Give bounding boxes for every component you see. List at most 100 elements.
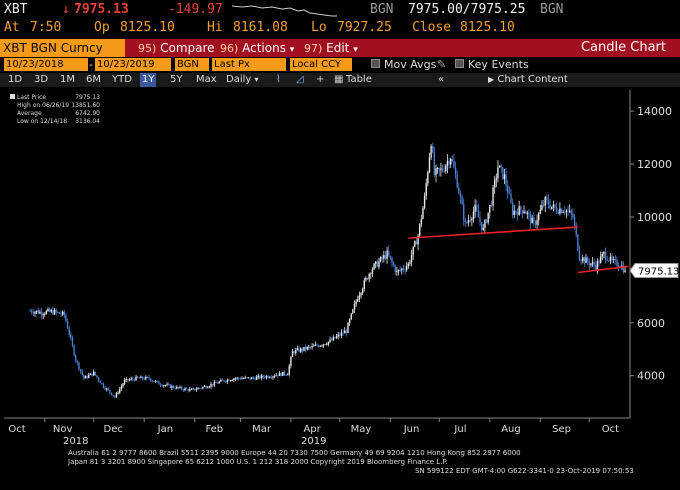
candle-body (236, 377, 238, 379)
candle-body (552, 204, 555, 207)
candle-body (169, 384, 171, 388)
legend-low-value: 3136.04 (75, 118, 100, 125)
area-chart-icon[interactable]: ◿ (296, 74, 304, 85)
candle-body (48, 309, 51, 312)
candle-body (370, 273, 372, 275)
low-value: 7927.25 (337, 20, 392, 35)
candle-body (567, 210, 569, 212)
candle-body (114, 395, 116, 398)
x-tick-label: Oct (602, 424, 619, 435)
candle-body (106, 388, 108, 390)
candle-body (151, 380, 154, 382)
actions-button[interactable]: 96) Actions ▾ (220, 39, 294, 57)
start-date-field[interactable]: 10/23/2018 (4, 58, 88, 71)
actions-number: 96) (220, 42, 239, 55)
field-select[interactable]: Last Px (212, 58, 286, 71)
chart-content-button[interactable]: ▶ Chart Content (486, 73, 570, 87)
candle-body (172, 386, 175, 388)
x-tick-label: Mar (252, 424, 272, 435)
candle-body (516, 212, 519, 216)
candle-body (76, 361, 79, 363)
candle-body (184, 388, 186, 391)
edit-button[interactable]: 97) Edit ▾ (304, 39, 358, 57)
candle-body (119, 388, 121, 393)
at-label: At (4, 20, 20, 35)
candle-body (79, 369, 82, 372)
last-price: 7975.13 (74, 2, 129, 17)
candle-body (221, 379, 224, 381)
candle-body (198, 388, 201, 389)
candle-chart[interactable]: 400060008000100001200014000OctNovDecJanF… (0, 88, 680, 446)
candle-body (461, 197, 463, 205)
mov-avgs-checkbox[interactable] (371, 59, 380, 68)
candle-body (223, 380, 225, 382)
period-1m[interactable]: 1M (60, 74, 75, 85)
candle-body (383, 255, 385, 259)
compare-button[interactable]: 95) Compare (138, 39, 215, 57)
candle-body (358, 295, 361, 299)
add-icon[interactable]: + (316, 74, 325, 85)
close-value: 8125.10 (460, 20, 515, 35)
period-3d[interactable]: 3D (34, 74, 49, 85)
candle-body (396, 270, 398, 273)
candle-body (507, 185, 509, 194)
period-1y[interactable]: 1Y (140, 73, 157, 87)
chart-title: Candle Chart (580, 40, 666, 55)
candle-body (239, 378, 242, 380)
candle-body (81, 371, 83, 375)
candle-body (528, 212, 530, 215)
line-chart-icon[interactable]: ⌇ (276, 74, 281, 85)
pencil-icon[interactable]: ✎ (437, 58, 447, 71)
candle-body (44, 313, 46, 315)
candle-body (207, 387, 209, 389)
currency-select[interactable]: Local CCY (290, 58, 352, 71)
candle-body (167, 384, 170, 386)
price-change: -149.97 (168, 2, 223, 17)
candle-body (260, 375, 263, 379)
candle-body (379, 257, 382, 262)
candle-body (489, 205, 491, 213)
candle-body (412, 246, 414, 256)
candle-body (590, 263, 592, 266)
candle-body (110, 392, 113, 396)
candle-body (269, 377, 271, 379)
candle-body (357, 298, 359, 302)
end-date-field[interactable]: 10/23/2019 (95, 58, 171, 71)
candle-body (125, 378, 127, 380)
x-tick-label: Jan (157, 424, 173, 435)
candle-body (454, 167, 457, 175)
table-button[interactable]: Table (346, 74, 372, 85)
function-toolbar: XBT BGN Curncy 95) Compare 96) Actions ▾… (0, 39, 680, 57)
candle-body (456, 174, 458, 188)
period-max[interactable]: Max (196, 74, 217, 85)
period-ytd[interactable]: YTD (112, 74, 132, 85)
candle-body (326, 344, 328, 346)
collapse-icon[interactable]: « (438, 74, 445, 85)
period-1d[interactable]: 1D (8, 74, 23, 85)
security-field[interactable]: XBT BGN Curncy (0, 39, 125, 57)
chart-legend: Last Price 7975.13 High on 06/26/19 1385… (8, 93, 100, 131)
candle-body (538, 213, 540, 221)
candle-body (498, 165, 501, 168)
candle-body (35, 310, 38, 312)
candle-body (557, 212, 559, 214)
candle-body (314, 344, 317, 346)
source-field[interactable]: BGN (175, 58, 209, 71)
candle-body (127, 378, 129, 381)
candle-body (40, 311, 43, 315)
table-icon[interactable]: ▦ (334, 74, 344, 85)
frequency-select[interactable]: Daily ▾ (224, 73, 261, 87)
candle-body (549, 205, 551, 209)
candle-body (270, 377, 273, 379)
candle-body (531, 217, 533, 224)
candle-body (55, 309, 57, 312)
candle-body (31, 310, 33, 313)
candle-body (218, 381, 220, 384)
candle-body (102, 383, 105, 388)
key-events-checkbox[interactable] (455, 59, 464, 68)
quote-detail: At 7:50 Op 8125.10 Hi 8161.08 Lo 7927.25… (0, 20, 680, 38)
period-6m[interactable]: 6M (86, 74, 101, 85)
candle-body (65, 314, 67, 322)
candle-body (425, 183, 427, 196)
period-5y[interactable]: 5Y (170, 74, 183, 85)
